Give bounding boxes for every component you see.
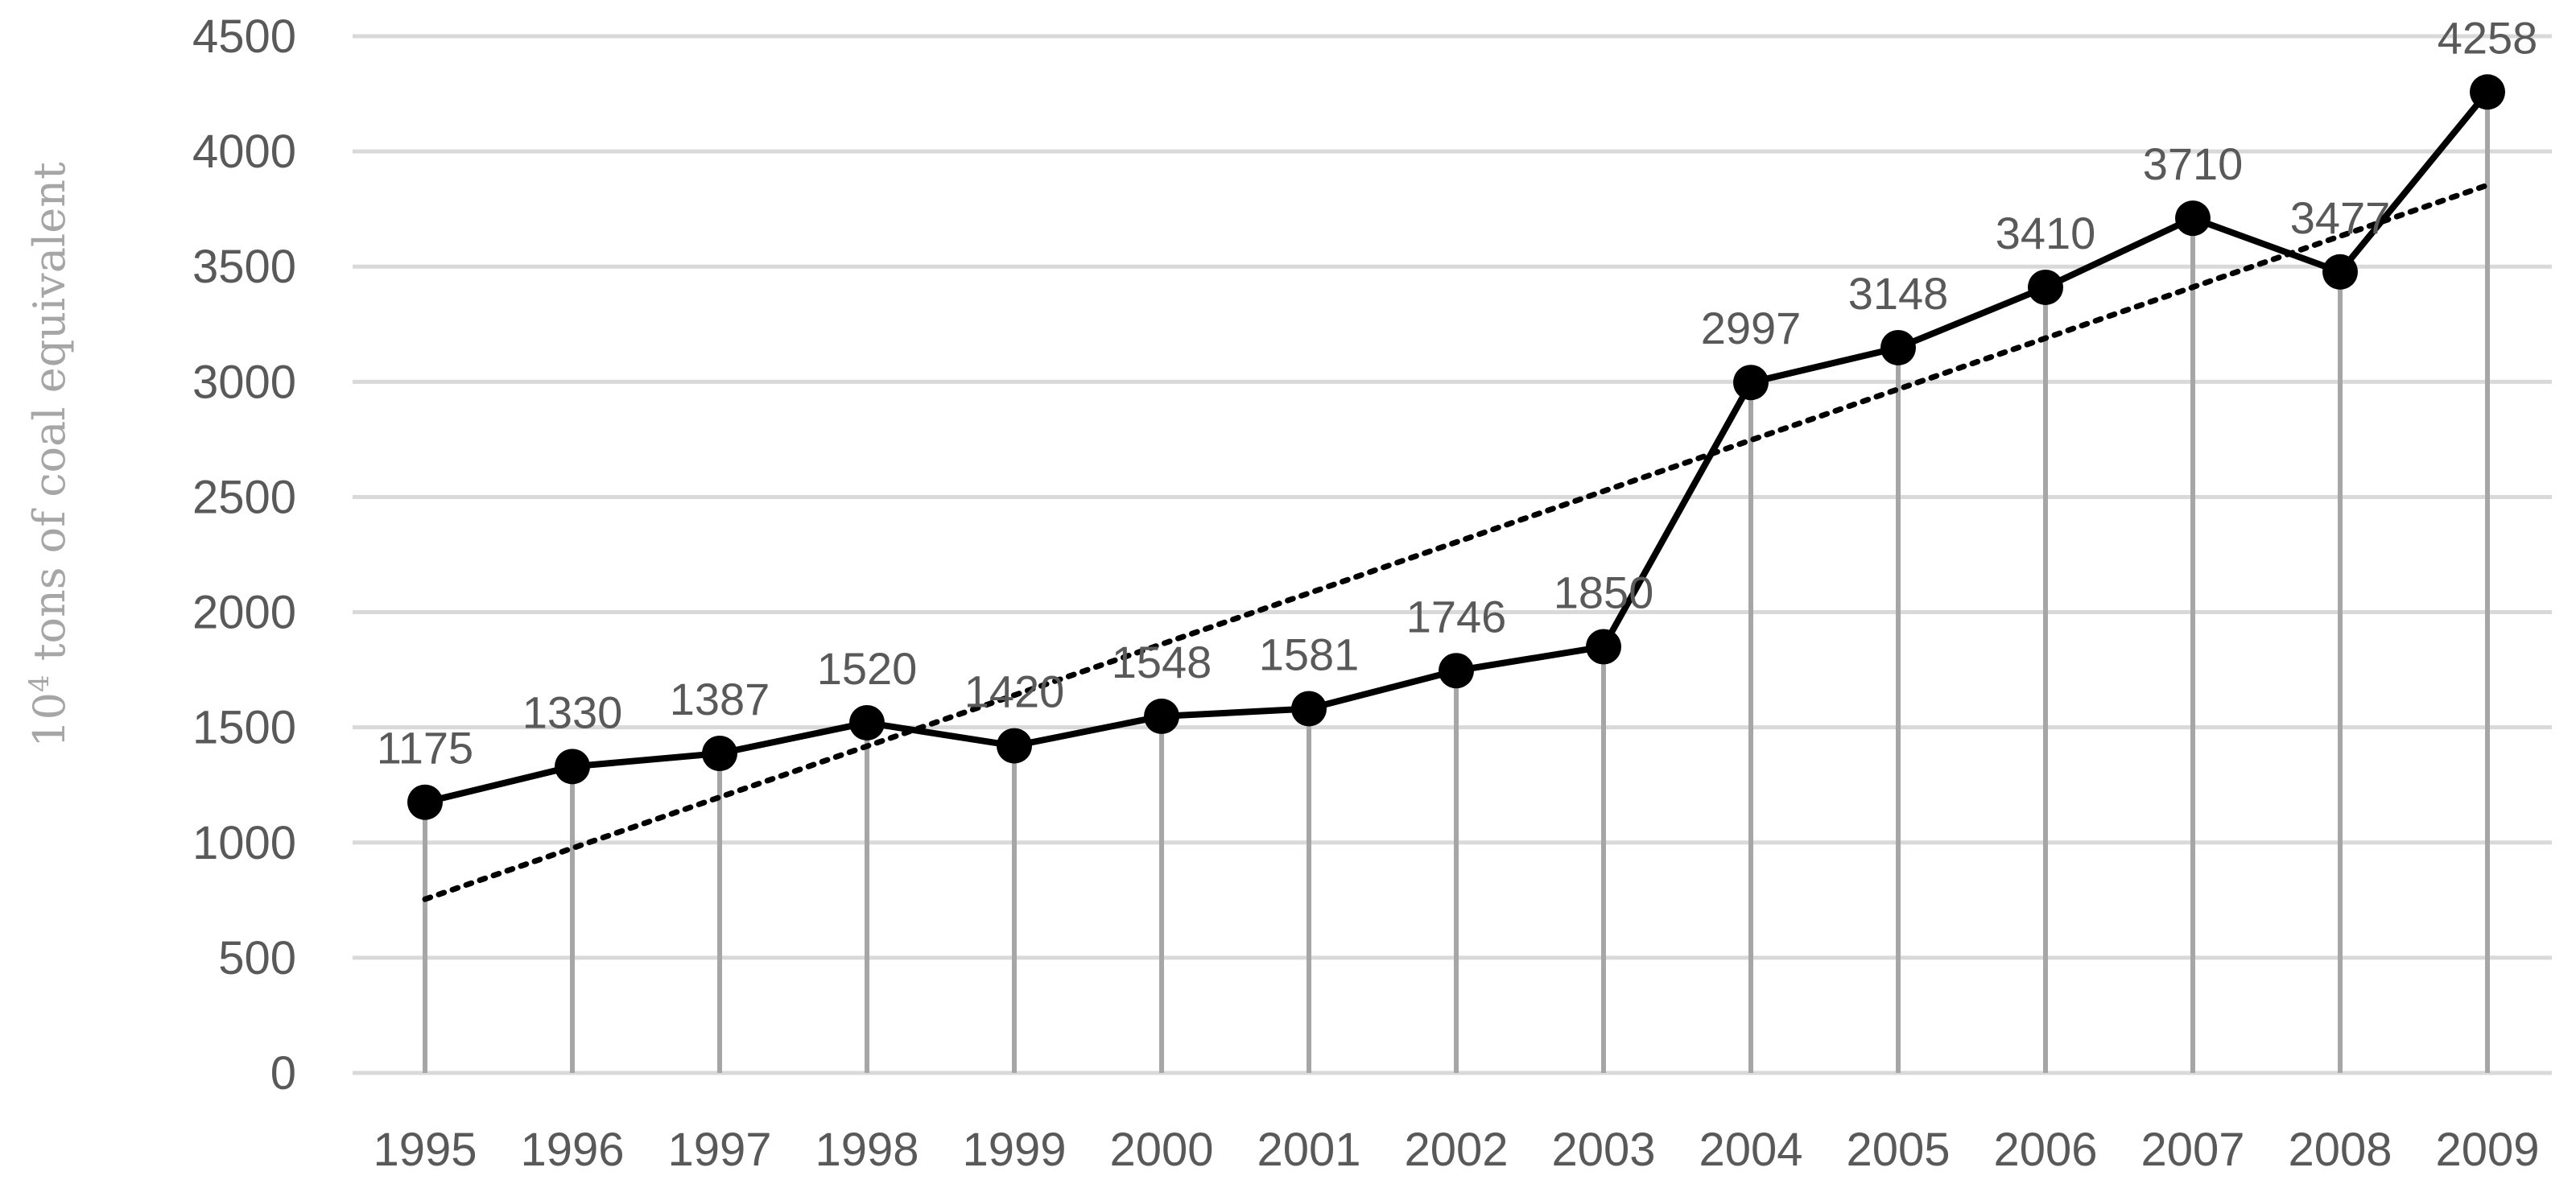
x-tick-label: 1999 <box>962 1124 1066 1176</box>
data-label: 3410 <box>1996 208 2096 258</box>
y-tick-label: 2000 <box>192 587 296 639</box>
data-label: 1175 <box>377 723 473 774</box>
x-tick-label: 1996 <box>520 1124 624 1176</box>
y-axis-title: 104 tons of coal equivalent <box>23 162 75 748</box>
x-tick-label: 2005 <box>1846 1124 1950 1176</box>
x-tick-label: 2007 <box>2140 1124 2244 1176</box>
data-labels: 1175 1330 1387 1520 1420 1548 1581 1746 1850 2997… <box>377 12 2538 773</box>
linear-trendline <box>422 182 2491 902</box>
data-point <box>1439 653 1474 689</box>
x-tick-label: 2008 <box>2288 1124 2392 1176</box>
x-tick-label: 1995 <box>373 1124 477 1176</box>
data-point <box>2175 200 2211 237</box>
x-tick-label: 2001 <box>1257 1124 1360 1176</box>
trendline <box>422 182 2491 902</box>
y-tick-label: 1500 <box>192 702 296 754</box>
data-points <box>407 74 2505 820</box>
y-tick-label: 2500 <box>192 471 296 523</box>
x-tick-label: 1997 <box>667 1124 771 1176</box>
data-point <box>849 704 885 741</box>
data-point <box>407 784 443 820</box>
x-tick-label: 2002 <box>1404 1124 1508 1176</box>
data-point <box>702 736 737 772</box>
y-axis-title-superscript: 4 <box>23 675 56 692</box>
y-tick-label: 3000 <box>192 356 296 408</box>
x-tick-label: 1998 <box>815 1124 919 1176</box>
data-label: 1330 <box>522 687 623 737</box>
data-label: 1420 <box>964 666 1065 717</box>
y-tick-label: 500 <box>218 932 296 984</box>
x-tick-label: 2000 <box>1109 1124 1213 1176</box>
x-tick-label: 2006 <box>1993 1124 2097 1176</box>
data-point <box>1586 629 1621 665</box>
data-label: 1387 <box>670 674 770 724</box>
data-label: 2997 <box>1701 303 1802 353</box>
data-label: 3477 <box>2290 192 2391 243</box>
data-point <box>1144 698 1179 734</box>
data-label: 1520 <box>817 643 918 694</box>
drop-lines <box>423 92 2490 1073</box>
y-tick-label: 1000 <box>192 817 296 869</box>
x-tick-label: 2004 <box>1699 1124 1802 1176</box>
data-label: 1746 <box>1406 591 1507 642</box>
y-tick-label: 3500 <box>192 241 296 293</box>
y-tick-label: 0 <box>270 1047 296 1099</box>
data-point <box>997 728 1032 764</box>
data-point <box>1880 329 1916 365</box>
data-point <box>2470 74 2505 110</box>
data-label: 4258 <box>2438 12 2538 63</box>
data-label: 1548 <box>1112 637 1212 687</box>
data-label: 3148 <box>1848 268 1949 319</box>
gridlines <box>353 34 2552 1075</box>
x-tick-label: 2003 <box>1551 1124 1655 1176</box>
y-axis-ticks: 0 500 1000 1500 2000 2500 3000 3500 4000 4500 <box>192 10 296 1099</box>
data-point <box>2028 269 2063 305</box>
x-axis-ticks: 1995 1996 1997 1998 1999 2000 2001 2002 2003 2004… <box>373 1124 2539 1176</box>
data-label: 1581 <box>1259 629 1360 679</box>
data-point <box>2322 254 2358 290</box>
data-point <box>555 749 590 785</box>
data-label: 1850 <box>1554 567 1654 617</box>
y-tick-label: 4500 <box>192 10 296 63</box>
data-point <box>1291 691 1327 727</box>
y-tick-label: 4000 <box>192 126 296 178</box>
x-tick-label: 2009 <box>2435 1124 2539 1176</box>
data-point <box>1733 365 1769 401</box>
data-label: 3710 <box>2143 138 2244 189</box>
